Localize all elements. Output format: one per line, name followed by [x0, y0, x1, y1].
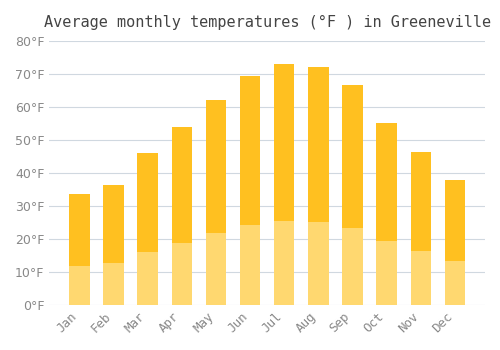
Bar [206, 233, 226, 305]
Bar [104, 263, 124, 305]
Bar [444, 180, 465, 305]
Bar [308, 222, 328, 305]
Bar [342, 85, 363, 305]
Bar [240, 76, 260, 305]
Bar [206, 100, 226, 305]
Bar [69, 195, 89, 305]
Bar [240, 225, 260, 305]
Bar [376, 124, 397, 305]
Bar [410, 152, 431, 305]
Bar [138, 252, 158, 305]
Bar [69, 266, 89, 305]
Bar [376, 241, 397, 305]
Bar [172, 243, 192, 305]
Bar [342, 228, 363, 305]
Bar [444, 261, 465, 305]
Bar [410, 251, 431, 305]
Bar [172, 127, 192, 305]
Bar [308, 67, 328, 305]
Title: Average monthly temperatures (°F ) in Greeneville: Average monthly temperatures (°F ) in Gr… [44, 15, 490, 30]
Bar [104, 184, 124, 305]
Bar [138, 153, 158, 305]
Bar [274, 221, 294, 305]
Bar [274, 64, 294, 305]
